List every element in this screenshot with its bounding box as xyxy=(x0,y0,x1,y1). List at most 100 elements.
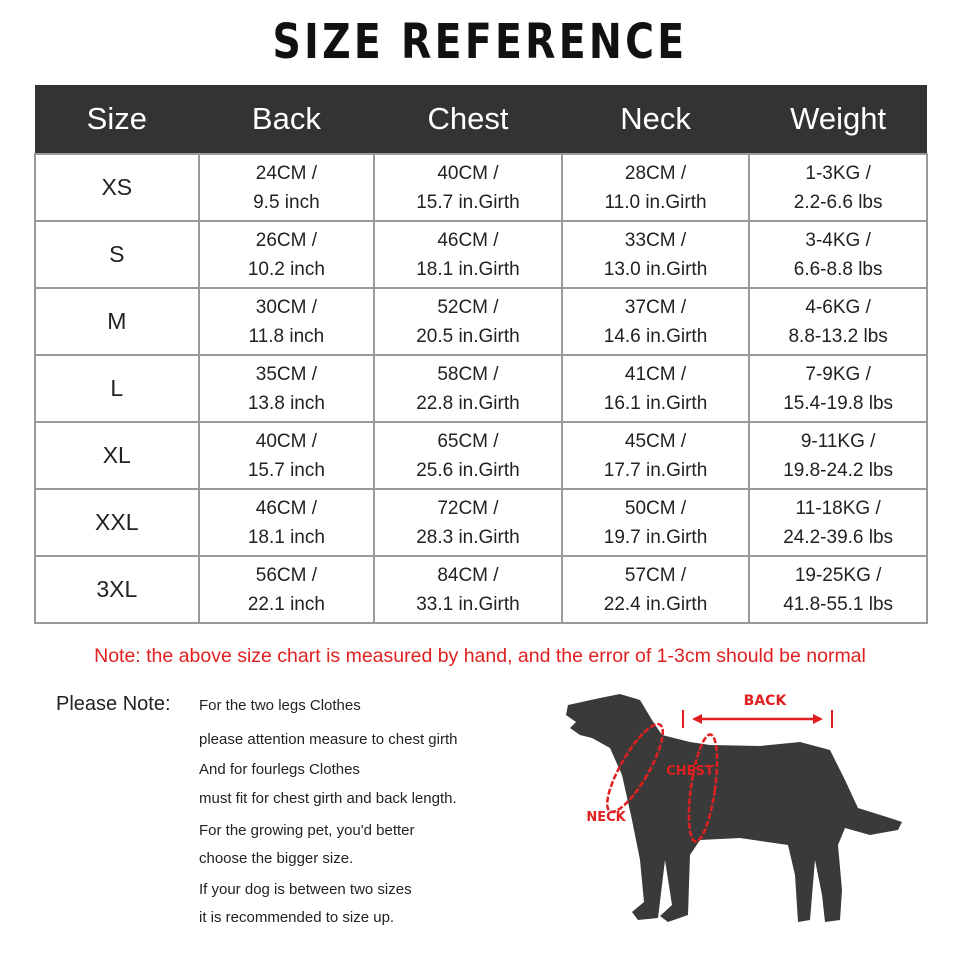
neck-cell: 41CM / 16.1 in.Girth xyxy=(560,354,751,423)
column-header-back: Back xyxy=(198,85,375,154)
size-cell: M xyxy=(34,287,200,356)
page-title: SIZE REFERENCE xyxy=(272,14,688,70)
neck-cell: 57CM / 22.4 in.Girth xyxy=(560,555,751,624)
back-metric: 30CM / xyxy=(255,296,317,318)
neck-cell: 45CM / 17.7 in.Girth xyxy=(560,421,751,490)
chest-metric: 52CM / xyxy=(437,296,499,318)
table-row: 3XL 56CM / 22.1 inch 84CM / 33.1 in.Girth 57C… xyxy=(34,555,928,624)
back-imperial: 9.5 inch xyxy=(253,191,320,213)
back-metric: 24CM / xyxy=(255,162,317,184)
table-row: M 30CM / 11.8 inch 52CM / 20.5 in.Girth 37CM … xyxy=(34,287,928,356)
chest-cell: 84CM / 33.1 in.Girth xyxy=(373,555,563,624)
chest-imperial: 18.1 in.Girth xyxy=(416,258,520,280)
size-cell: L xyxy=(34,354,200,423)
chest-metric: 40CM / xyxy=(437,162,499,184)
table-row: XXL 46CM / 18.1 inch 72CM / 28.3 in.Girth 50C… xyxy=(34,488,928,557)
neck-metric: 33CM / xyxy=(624,229,687,251)
column-header-size: Size xyxy=(35,85,199,154)
back-metric: 40CM / xyxy=(255,430,317,452)
please-note-line: choose the bigger size. xyxy=(199,850,354,867)
chest-metric: 72CM / xyxy=(437,497,499,519)
neck-imperial: 11.0 in.Girth xyxy=(604,191,707,213)
weight-metric: 9-11KG / xyxy=(800,430,876,452)
weight-metric: 3-4KG / xyxy=(805,229,871,251)
chest-imperial: 15.7 in.Girth xyxy=(416,191,520,213)
back-metric: 46CM / xyxy=(255,497,317,519)
neck-imperial: 14.6 in.Girth xyxy=(603,325,708,347)
back-imperial: 15.7 inch xyxy=(247,459,325,481)
neck-loop xyxy=(605,722,665,814)
chest-imperial: 20.5 in.Girth xyxy=(416,325,520,347)
dog-measurement-diagram: BACK CHEST NECK xyxy=(566,693,902,922)
chest-cell: 72CM / 28.3 in.Girth xyxy=(373,488,563,557)
weight-cell: 19-25KG / 41.8-55.1 lbs xyxy=(748,555,928,624)
size-cell: XXL xyxy=(34,488,200,557)
neck-imperial: 22.4 in.Girth xyxy=(603,593,708,615)
back-cell: 26CM / 10.2 inch xyxy=(197,220,376,289)
please-note-label: Please Note: xyxy=(56,693,171,715)
weight-metric: 11-18KG / xyxy=(795,497,881,519)
weight-imperial: 6.6-8.8 lbs xyxy=(793,258,883,280)
chest-metric: 46CM / xyxy=(437,229,499,251)
neck-imperial: 13.0 in.Girth xyxy=(603,258,708,280)
back-arrow-left-head xyxy=(692,714,702,724)
back-imperial: 13.8 inch xyxy=(247,392,325,414)
weight-imperial: 41.8-55.1 lbs xyxy=(783,593,894,615)
neck-metric: 41CM / xyxy=(624,363,687,385)
table-row: S 26CM / 10.2 inch 46CM / 18.1 in.Girth 33CM … xyxy=(34,220,928,289)
measurement-note: Note: the above size chart is measured b… xyxy=(94,645,866,667)
column-header-neck: Neck xyxy=(561,85,750,154)
weight-metric: 1-3KG / xyxy=(805,162,871,184)
size-cell: XS xyxy=(34,153,200,222)
weight-cell: 1-3KG / 2.2-6.6 lbs xyxy=(748,153,928,222)
back-cell: 30CM / 11.8 inch xyxy=(197,287,376,356)
chest-imperial: 33.1 in.Girth xyxy=(416,593,520,615)
neck-label: NECK xyxy=(586,810,626,825)
weight-metric: 19-25KG / xyxy=(794,564,882,586)
weight-metric: 4-6KG / xyxy=(805,296,871,318)
neck-cell: 28CM / 11.0 in.Girth xyxy=(560,153,751,222)
weight-imperial: 24.2-39.6 lbs xyxy=(783,526,894,548)
please-note-line: must fit for chest girth and back length… xyxy=(199,790,457,807)
chest-cell: 65CM / 25.6 in.Girth xyxy=(373,421,563,490)
please-note-line: And for fourlegs Clothes xyxy=(199,761,360,778)
chest-cell: 40CM / 15.7 in.Girth xyxy=(373,153,563,222)
table-header-row: Size Back Chest Neck Weight xyxy=(35,85,927,154)
neck-cell: 37CM / 14.6 in.Girth xyxy=(560,287,751,356)
chest-loop xyxy=(687,733,719,843)
neck-metric: 37CM / xyxy=(624,296,687,318)
weight-imperial: 2.2-6.6 lbs xyxy=(793,191,883,213)
chest-imperial: 25.6 in.Girth xyxy=(416,459,520,481)
neck-metric: 45CM / xyxy=(624,430,687,452)
weight-imperial: 8.8-13.2 lbs xyxy=(788,325,888,347)
column-header-weight: Weight xyxy=(749,85,927,154)
weight-imperial: 19.8-24.2 lbs xyxy=(783,459,894,481)
chest-metric: 58CM / xyxy=(437,363,499,385)
weight-imperial: 15.4-19.8 lbs xyxy=(783,392,894,414)
chest-cell: 46CM / 18.1 in.Girth xyxy=(373,220,563,289)
please-note-line: For the growing pet, you'd better xyxy=(199,822,415,839)
chest-imperial: 28.3 in.Girth xyxy=(416,526,520,548)
chest-metric: 84CM / xyxy=(437,564,499,586)
please-note-line: For the two legs Clothes xyxy=(199,697,361,714)
weight-cell: 7-9KG / 15.4-19.8 lbs xyxy=(748,354,928,423)
neck-cell: 33CM / 13.0 in.Girth xyxy=(560,220,751,289)
weight-cell: 3-4KG / 6.6-8.8 lbs xyxy=(748,220,928,289)
chest-cell: 52CM / 20.5 in.Girth xyxy=(373,287,563,356)
size-cell: 3XL xyxy=(34,555,200,624)
size-cell: S xyxy=(34,220,200,289)
back-imperial: 18.1 inch xyxy=(247,526,325,548)
chest-imperial: 22.8 in.Girth xyxy=(416,392,520,414)
back-arrow-right-head xyxy=(813,714,823,724)
back-imperial: 11.8 inch xyxy=(248,325,325,347)
size-table: Size Back Chest Neck Weight XS 24CM / 9.5 inch… xyxy=(34,85,928,624)
chest-cell: 58CM / 22.8 in.Girth xyxy=(373,354,563,423)
back-metric: 56CM / xyxy=(255,564,317,586)
neck-metric: 50CM / xyxy=(624,497,687,519)
back-label: BACK xyxy=(744,693,788,709)
weight-cell: 9-11KG / 19.8-24.2 lbs xyxy=(748,421,928,490)
chest-label: CHEST xyxy=(666,764,714,779)
neck-metric: 57CM / xyxy=(624,564,687,586)
back-cell: 40CM / 15.7 inch xyxy=(197,421,376,490)
